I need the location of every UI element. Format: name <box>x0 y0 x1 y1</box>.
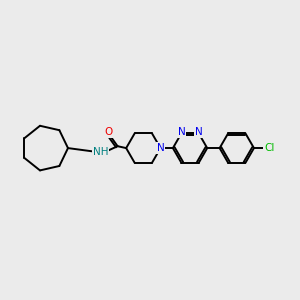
Text: N: N <box>178 127 185 137</box>
Text: NH: NH <box>93 147 108 157</box>
Text: N: N <box>195 127 203 137</box>
Text: N: N <box>157 143 164 153</box>
Text: O: O <box>104 127 112 137</box>
Text: Cl: Cl <box>264 143 274 153</box>
